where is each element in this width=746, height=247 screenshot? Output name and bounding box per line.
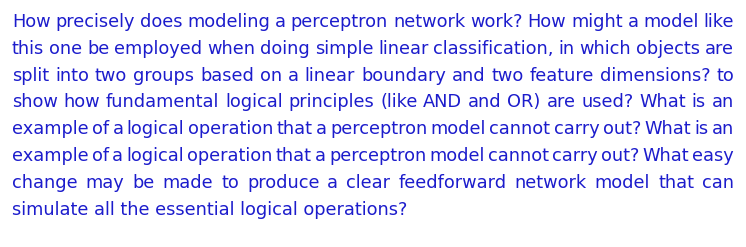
Text: one: one (49, 40, 82, 58)
Text: linear: linear (304, 67, 355, 85)
Text: dimensions?: dimensions? (600, 67, 710, 85)
Text: how: how (63, 93, 100, 111)
Text: AND: AND (423, 93, 463, 111)
Text: How: How (12, 13, 51, 31)
Text: What: What (645, 120, 691, 138)
Text: made: made (163, 174, 213, 192)
Text: a: a (288, 67, 298, 85)
Text: out?: out? (603, 120, 641, 138)
Text: are: are (705, 40, 734, 58)
Text: that: that (276, 120, 313, 138)
Text: an: an (712, 120, 734, 138)
Text: How: How (527, 13, 566, 31)
Text: linear: linear (378, 40, 428, 58)
Text: model: model (429, 147, 485, 165)
Text: clear: clear (346, 174, 390, 192)
Text: change: change (12, 174, 78, 192)
Text: (like: (like (380, 93, 418, 111)
Text: example: example (12, 147, 89, 165)
Text: logical: logical (126, 147, 184, 165)
Text: on: on (260, 67, 282, 85)
Text: a: a (113, 120, 123, 138)
Text: What: What (642, 147, 689, 165)
Text: perceptron: perceptron (330, 120, 427, 138)
Text: that: that (658, 174, 694, 192)
Text: operation: operation (187, 147, 272, 165)
Text: that: that (275, 147, 312, 165)
Text: fundamental: fundamental (106, 93, 219, 111)
Text: split: split (12, 67, 49, 85)
Text: two: two (95, 67, 127, 85)
Text: a: a (315, 147, 326, 165)
Text: logical: logical (225, 93, 283, 111)
Text: feature: feature (530, 67, 594, 85)
Text: classification,: classification, (433, 40, 554, 58)
Text: perceptron: perceptron (329, 147, 426, 165)
Text: work?: work? (470, 13, 522, 31)
Text: might: might (571, 13, 622, 31)
Text: groups: groups (133, 67, 194, 85)
Text: used?: used? (581, 93, 633, 111)
Text: a: a (316, 120, 327, 138)
Text: simulate all the essential logical operations?: simulate all the essential logical opera… (12, 201, 407, 219)
Text: two: two (492, 67, 524, 85)
Text: simple: simple (315, 40, 373, 58)
Text: can: can (702, 174, 734, 192)
Text: cannot: cannot (488, 147, 549, 165)
Text: easy: easy (692, 147, 734, 165)
Text: network: network (515, 174, 586, 192)
Text: perceptron: perceptron (291, 13, 388, 31)
Text: produce: produce (247, 174, 319, 192)
Text: model: model (643, 13, 699, 31)
Text: feedforward: feedforward (398, 174, 507, 192)
Text: a: a (112, 147, 123, 165)
Text: to: to (716, 67, 734, 85)
Text: operation: operation (188, 120, 273, 138)
Text: boundary: boundary (361, 67, 446, 85)
Text: a: a (327, 174, 339, 192)
Text: based: based (200, 67, 254, 85)
Text: be: be (87, 40, 110, 58)
Text: show: show (12, 93, 58, 111)
Text: is: is (695, 120, 709, 138)
Text: when: when (207, 40, 255, 58)
Text: this: this (12, 40, 44, 58)
Text: network: network (393, 13, 466, 31)
Text: may: may (86, 174, 125, 192)
Text: are: are (547, 93, 576, 111)
Text: a: a (627, 13, 639, 31)
Text: precisely: precisely (55, 13, 135, 31)
Text: logical: logical (127, 120, 184, 138)
Text: does: does (140, 13, 182, 31)
Text: What: What (639, 93, 686, 111)
Text: a: a (275, 13, 286, 31)
Text: is: is (692, 93, 706, 111)
Text: employed: employed (114, 40, 202, 58)
Text: OR): OR) (507, 93, 541, 111)
Text: cannot: cannot (489, 120, 551, 138)
Text: which: which (580, 40, 631, 58)
Text: to: to (221, 174, 239, 192)
Text: objects: objects (636, 40, 700, 58)
Text: carry: carry (554, 120, 599, 138)
Text: carry: carry (552, 147, 598, 165)
Text: in: in (559, 40, 574, 58)
Text: be: be (132, 174, 154, 192)
Text: and: and (452, 67, 486, 85)
Text: an: an (712, 93, 734, 111)
Text: like: like (703, 13, 734, 31)
Text: model: model (595, 174, 650, 192)
Text: example: example (12, 120, 89, 138)
Text: modeling: modeling (187, 13, 270, 31)
Text: out?: out? (601, 147, 639, 165)
Text: doing: doing (260, 40, 310, 58)
Text: principles: principles (289, 93, 374, 111)
Text: and: and (468, 93, 502, 111)
Text: into: into (55, 67, 89, 85)
Text: model: model (430, 120, 486, 138)
Text: of: of (92, 147, 109, 165)
Text: of: of (92, 120, 109, 138)
